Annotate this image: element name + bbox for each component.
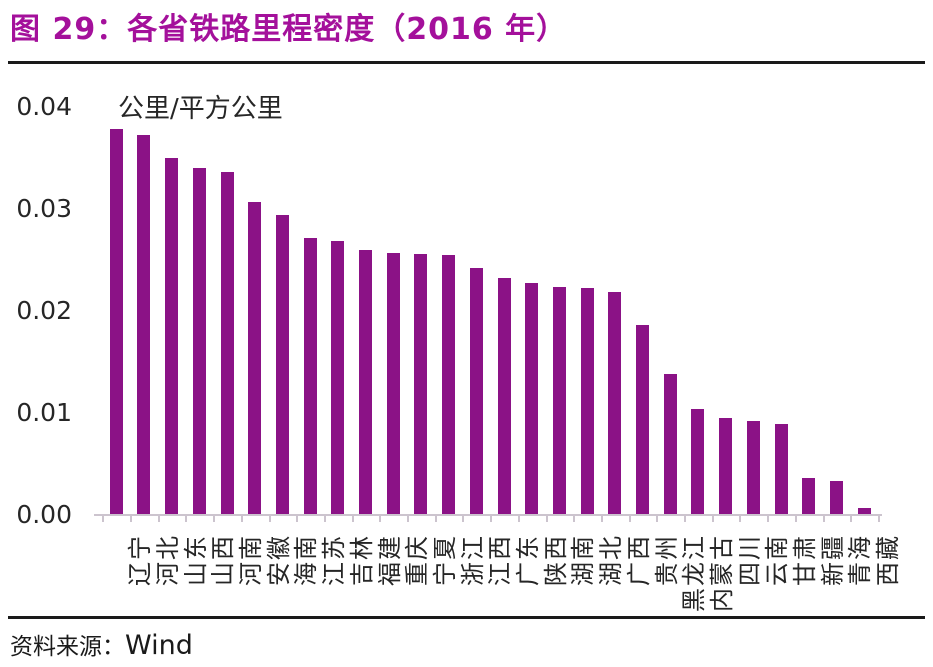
x-tick bbox=[573, 516, 576, 522]
x-tick bbox=[767, 516, 770, 522]
bar bbox=[137, 135, 151, 514]
bar bbox=[165, 158, 179, 514]
x-category-label: 江西 bbox=[486, 534, 515, 586]
x-category-label: 山东 bbox=[181, 534, 210, 586]
bar bbox=[359, 250, 372, 514]
x-category-label: 湖北 bbox=[597, 534, 626, 586]
x-category-label: 贵州 bbox=[652, 534, 681, 586]
footer-divider bbox=[8, 616, 925, 619]
x-tick bbox=[794, 516, 797, 522]
bar bbox=[857, 508, 871, 514]
y-tick-label: 0.02 bbox=[16, 296, 72, 325]
y-tick-label: 0.04 bbox=[16, 92, 72, 121]
x-category-label: 重庆 bbox=[403, 534, 432, 586]
x-tick bbox=[490, 516, 493, 522]
bar bbox=[469, 268, 483, 514]
x-category-label: 内蒙古 bbox=[707, 534, 736, 612]
x-category-label: 吉林 bbox=[347, 534, 376, 586]
x-category-label: 江苏 bbox=[320, 534, 349, 586]
x-tick bbox=[130, 516, 133, 522]
unit-label: 公里/平方公里 bbox=[118, 94, 283, 124]
x-category-label: 河南 bbox=[237, 534, 265, 586]
bar bbox=[414, 254, 428, 514]
bar bbox=[386, 253, 400, 514]
bar bbox=[691, 409, 705, 514]
x-category-label: 新疆 bbox=[818, 534, 847, 586]
x-category-label: 安徽 bbox=[264, 534, 293, 586]
x-category-label: 西藏 bbox=[874, 534, 903, 586]
x-category-label: 福建 bbox=[375, 534, 404, 586]
x-tick bbox=[213, 516, 216, 522]
x-tick bbox=[822, 516, 825, 522]
x-category-label: 湖南 bbox=[569, 534, 598, 586]
x-category-label: 浙江 bbox=[458, 534, 487, 586]
bar bbox=[331, 241, 345, 514]
x-category-label: 陕西 bbox=[541, 534, 570, 586]
x-category-label: 四川 bbox=[735, 534, 764, 586]
bar bbox=[719, 418, 733, 514]
x-tick bbox=[240, 516, 243, 522]
source-line: 资料来源：Wind bbox=[10, 627, 193, 661]
x-tick bbox=[407, 516, 410, 522]
x-category-label: 河北 bbox=[153, 534, 182, 586]
x-tick bbox=[684, 516, 687, 522]
bar bbox=[746, 421, 760, 514]
bar bbox=[497, 278, 511, 514]
x-tick bbox=[850, 516, 853, 522]
x-category-label: 广东 bbox=[514, 534, 542, 586]
title-divider bbox=[8, 61, 925, 64]
bar bbox=[248, 202, 262, 514]
x-category-label: 云南 bbox=[763, 534, 792, 586]
x-category-label: 广西 bbox=[624, 534, 653, 586]
x-tick bbox=[517, 516, 520, 522]
x-tick bbox=[351, 516, 354, 522]
bar bbox=[192, 168, 206, 514]
x-tick bbox=[628, 516, 631, 522]
x-axis-line bbox=[94, 514, 882, 516]
x-category-label: 黑龙江 bbox=[680, 534, 709, 612]
x-tick bbox=[296, 516, 299, 522]
x-tick bbox=[462, 516, 465, 522]
x-tick bbox=[268, 516, 271, 522]
bar bbox=[774, 424, 788, 514]
figure-title: 图 29：各省铁路里程密度（2016 年） bbox=[10, 12, 568, 47]
x-category-label: 青海 bbox=[846, 534, 875, 586]
bar bbox=[109, 129, 123, 514]
bar bbox=[525, 283, 539, 514]
x-category-label: 辽宁 bbox=[126, 534, 155, 586]
x-tick bbox=[739, 516, 742, 522]
bar bbox=[636, 325, 649, 514]
x-tick bbox=[877, 516, 880, 522]
y-tick-label: 0.00 bbox=[16, 500, 72, 529]
x-category-label: 宁夏 bbox=[430, 534, 459, 586]
x-tick bbox=[711, 516, 714, 522]
bar bbox=[442, 255, 456, 514]
bar bbox=[220, 172, 234, 514]
x-tick bbox=[434, 516, 437, 522]
bar bbox=[829, 481, 843, 514]
x-category-label: 甘肃 bbox=[791, 534, 819, 586]
x-tick bbox=[545, 516, 548, 522]
source-prefix: 资料来源： bbox=[10, 634, 125, 660]
bar bbox=[580, 288, 594, 514]
bar bbox=[608, 292, 622, 514]
y-tick-label: 0.01 bbox=[16, 398, 72, 427]
x-tick bbox=[379, 516, 382, 522]
bar bbox=[663, 374, 677, 514]
bar bbox=[275, 215, 289, 514]
bar bbox=[303, 238, 317, 514]
x-category-label: 海南 bbox=[292, 534, 321, 586]
x-category-label: 山西 bbox=[209, 534, 238, 586]
x-tick bbox=[157, 516, 160, 522]
y-tick-label: 0.03 bbox=[16, 194, 72, 223]
x-tick bbox=[323, 516, 326, 522]
x-tick bbox=[185, 516, 188, 522]
source-name: Wind bbox=[125, 630, 193, 661]
x-tick bbox=[600, 516, 603, 522]
bar bbox=[552, 287, 566, 514]
bar bbox=[802, 478, 816, 514]
x-tick bbox=[102, 516, 105, 522]
x-tick bbox=[656, 516, 659, 522]
